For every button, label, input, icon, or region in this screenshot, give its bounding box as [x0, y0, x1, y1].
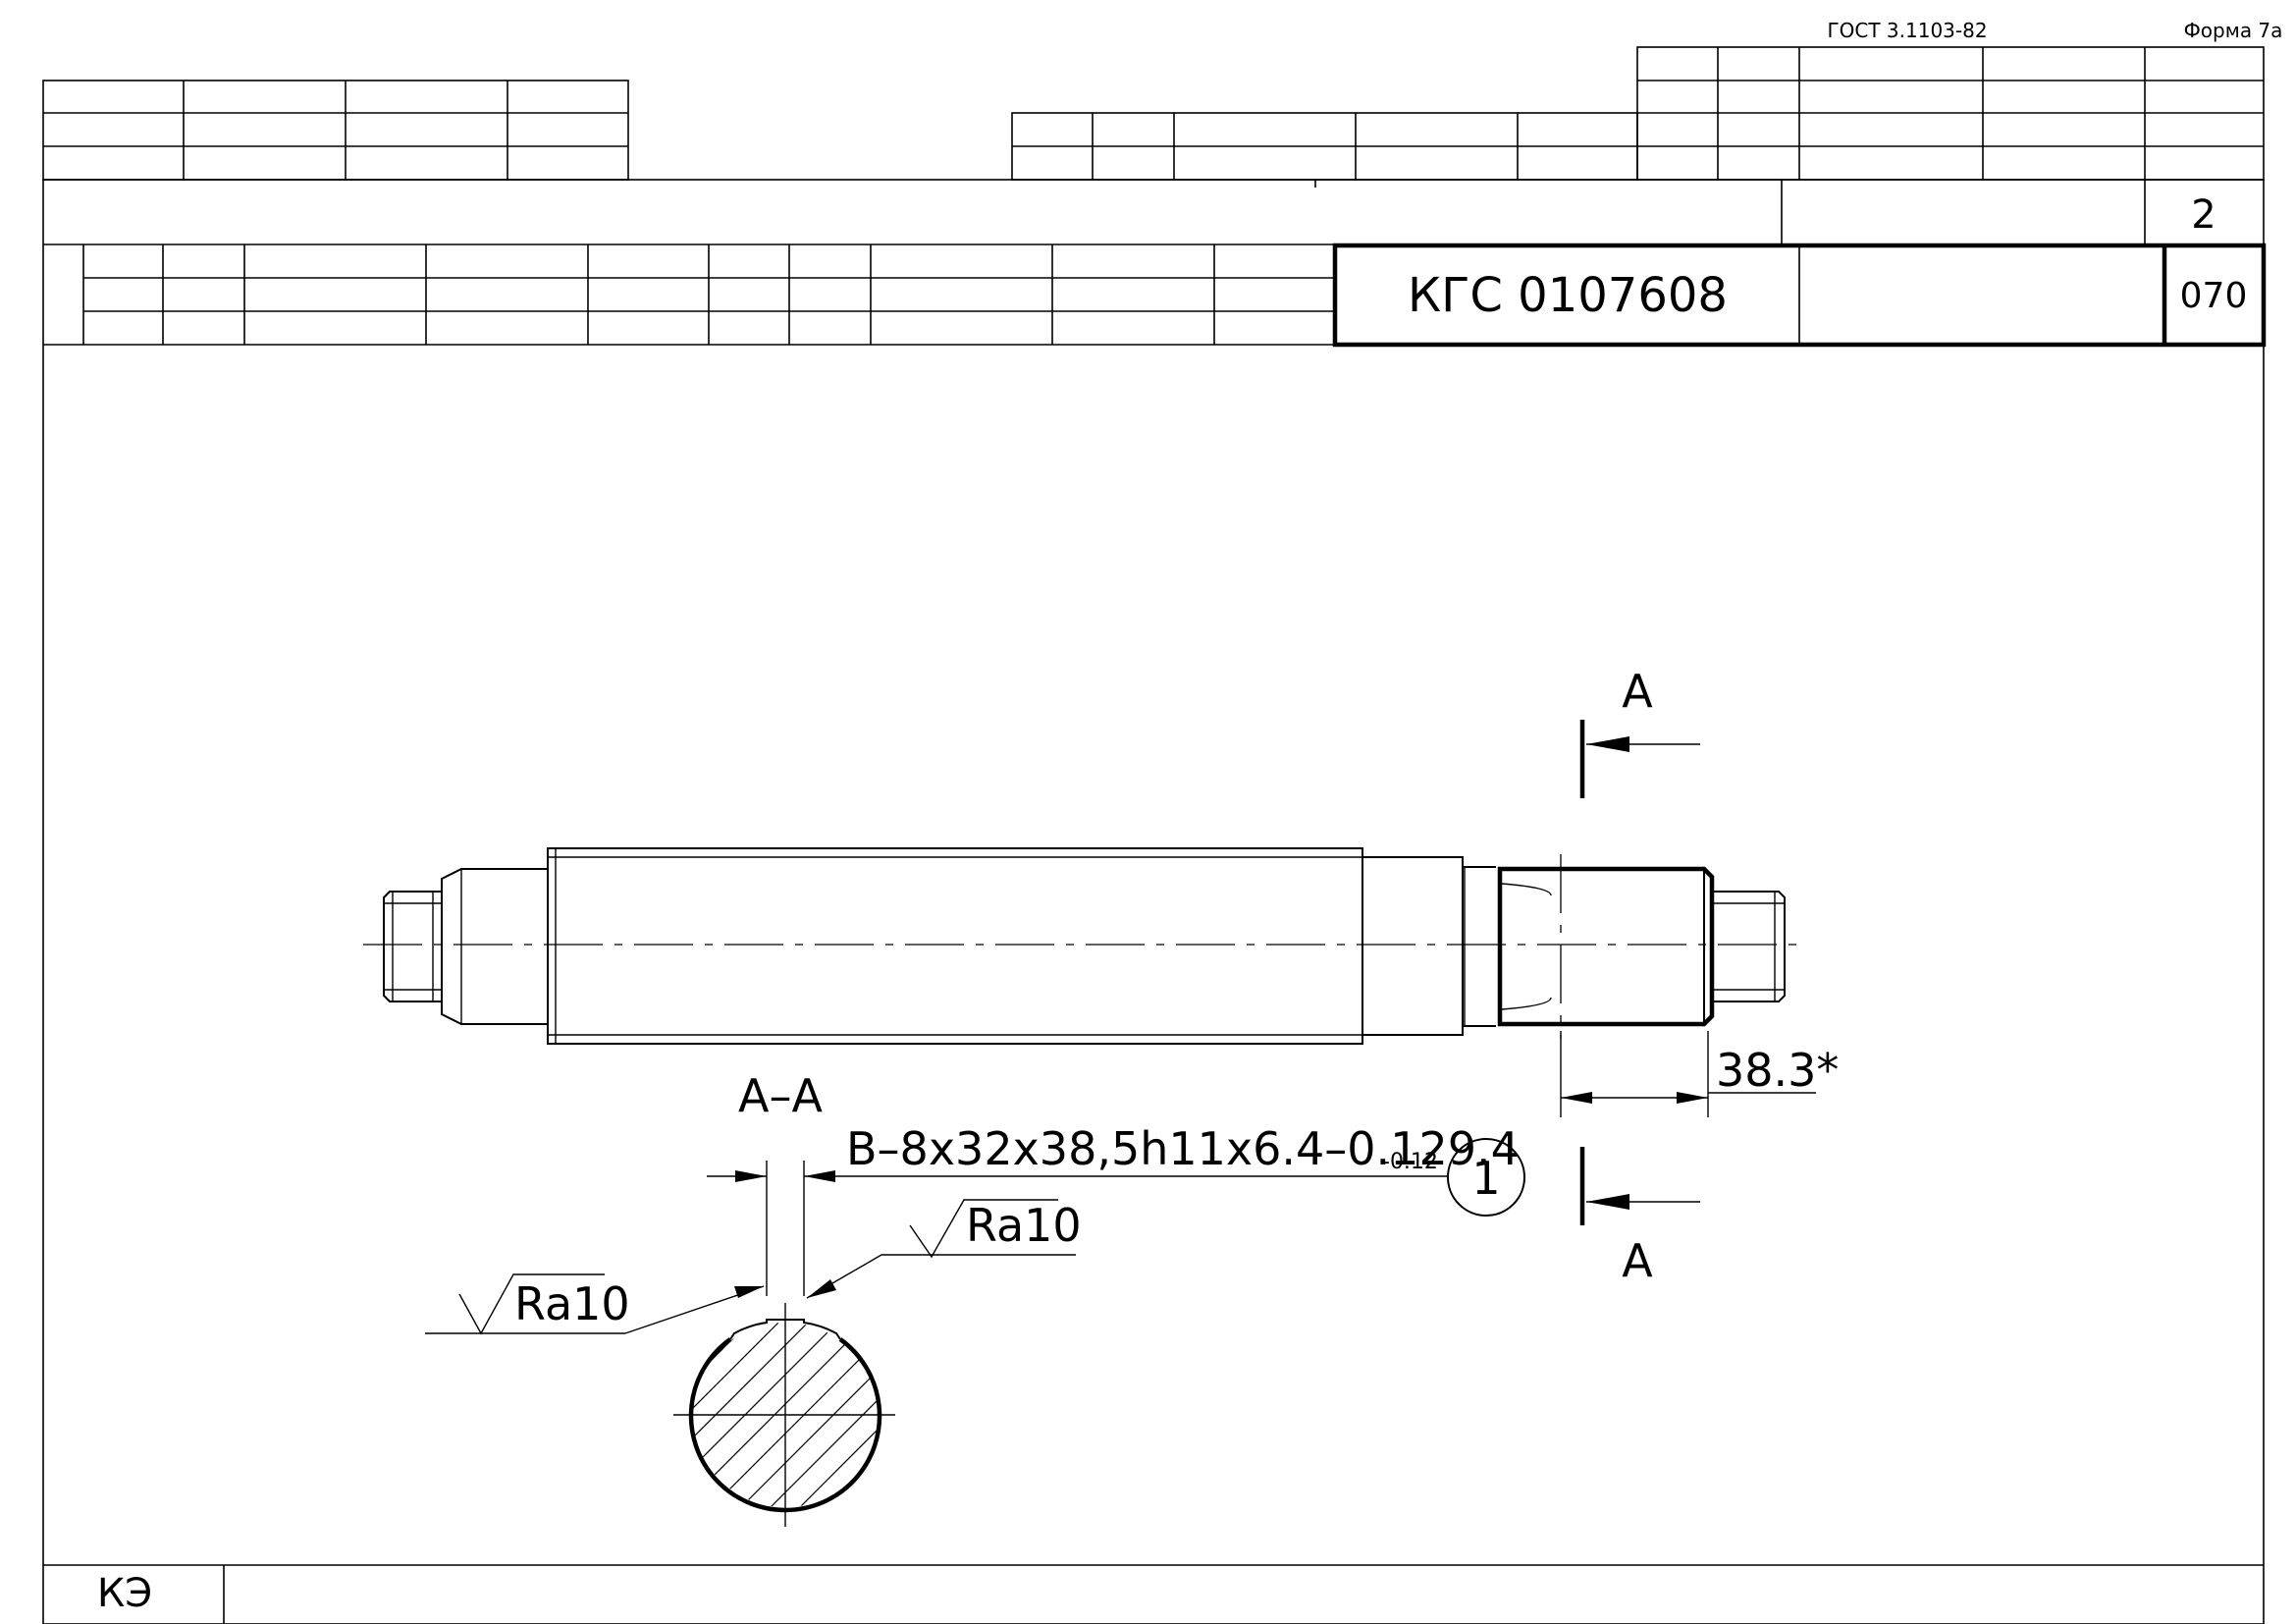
roughness-symbol-right	[806, 1199, 1076, 1299]
gost-standard-label: ГОСТ 3.1103-82	[1827, 19, 1987, 42]
dimension-38-3: 38.3*	[1716, 1044, 1839, 1097]
top-left-grid	[42, 80, 629, 181]
footer-row	[43, 1564, 2264, 1624]
length-dimension	[1560, 1031, 1816, 1117]
section-view-title: А–А	[738, 1069, 823, 1122]
document-code-block	[1332, 243, 2267, 348]
top-right-grid	[1636, 46, 2265, 181]
roughness-symbol-left	[425, 1273, 765, 1335]
shaft-drawing	[363, 847, 1801, 1045]
spline-tolerance: -0.12	[1382, 1150, 1438, 1174]
footer-form-code: КЭ	[97, 1571, 152, 1616]
roughness-right-value: Ra10	[966, 1199, 1082, 1252]
section-letter-top: А	[1622, 665, 1653, 718]
main-frame	[42, 179, 2265, 1624]
top-middle-grid	[1011, 112, 1638, 181]
callout-number: 1	[1471, 1152, 1500, 1205]
spline-width-dimension	[707, 1161, 1447, 1296]
section-letter-bottom: А	[1622, 1234, 1653, 1287]
section-mark-top	[1579, 720, 1700, 798]
sheet-number: 2	[2191, 192, 2216, 238]
operation-number: 070	[2180, 276, 2248, 316]
document-code: КГС 0107608	[1408, 268, 1728, 323]
form-name-label: Форма 7а	[2184, 19, 2283, 42]
section-mark-bottom	[1579, 1147, 1700, 1225]
second-row-grid	[43, 244, 2264, 346]
roughness-left-value: Ra10	[514, 1277, 630, 1330]
callout-bubble	[1447, 1138, 1525, 1217]
spline-designation: В–8х32х38,5h11х6.4–0.129.4	[846, 1122, 1520, 1175]
cross-section-view	[673, 1303, 895, 1527]
